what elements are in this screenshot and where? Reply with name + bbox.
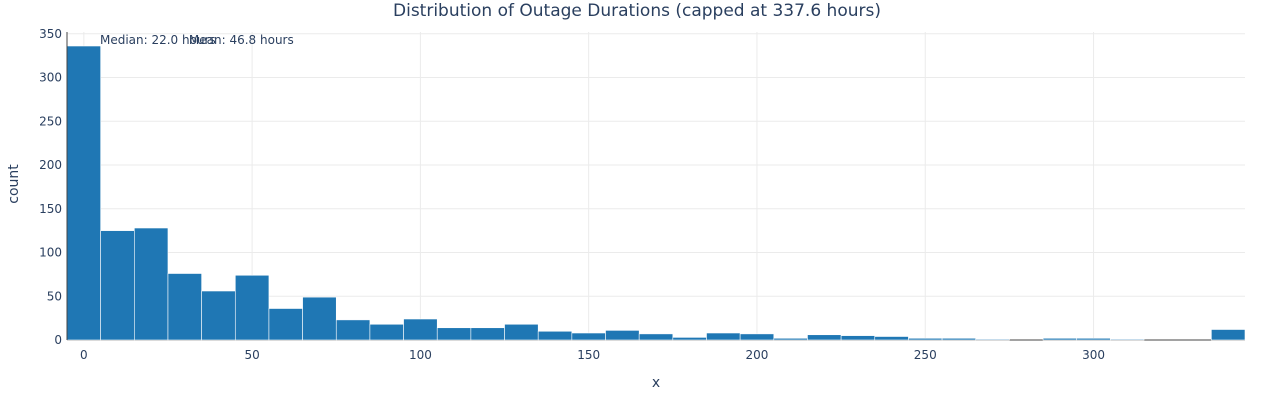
annotation-label: Median: 22.0 hours [100, 33, 216, 47]
histogram-bar [268, 308, 303, 341]
histogram-bar [571, 332, 606, 341]
histogram-bar [470, 327, 505, 341]
histogram-bar [1076, 337, 1111, 341]
y-tick-label: 100 [39, 246, 62, 260]
chart-title: Distribution of Outage Durations (capped… [393, 1, 881, 21]
y-tick-label: 50 [47, 289, 62, 303]
histogram-bar [436, 327, 472, 341]
y-tick-label: 200 [39, 158, 62, 172]
x-tick-label: 150 [577, 348, 600, 362]
histogram-bar [975, 338, 1010, 341]
histogram-bar [706, 332, 741, 341]
histogram-bar [504, 323, 539, 341]
gridlines [67, 32, 1245, 341]
histogram-bar [167, 273, 202, 341]
y-tick-label: 150 [39, 202, 62, 216]
histogram-bar [605, 330, 640, 341]
histogram-bar [739, 333, 775, 341]
histogram-bar [201, 290, 236, 341]
y-tick-label: 0 [54, 333, 62, 347]
annotation-label: Mean: 46.8 hours [189, 33, 294, 47]
x-tick-label: 250 [914, 348, 937, 362]
histogram-bar [66, 45, 101, 341]
histogram-bar [807, 334, 842, 341]
x-tick-label: 0 [80, 348, 88, 362]
histogram-bar [100, 230, 135, 341]
x-axis-title: x [652, 375, 660, 391]
histogram-bar [134, 227, 169, 341]
bars [66, 45, 1246, 341]
histogram-bar [638, 333, 674, 341]
histogram-bar [537, 330, 573, 341]
x-tick-label: 200 [746, 348, 769, 362]
histogram-bar [908, 337, 943, 341]
histogram-bar [1042, 337, 1078, 341]
y-tick-label: 300 [39, 71, 62, 85]
histogram-bar [234, 274, 270, 341]
y-tick-label: 250 [39, 114, 62, 128]
y-tick-labels: 0 50 100 150 200 250 300 350 [39, 27, 62, 347]
histogram-bar [335, 319, 371, 341]
x-tick-label: 100 [409, 348, 432, 362]
histogram-bar [1211, 329, 1246, 341]
histogram-bar [403, 318, 438, 341]
histogram-bar [369, 323, 404, 341]
histogram-bar [1110, 338, 1145, 341]
histogram-bar [302, 296, 337, 341]
y-tick-label: 350 [39, 27, 62, 41]
histogram-bar [672, 337, 707, 341]
histogram-bar [874, 336, 909, 341]
histogram-bar [773, 337, 808, 341]
histogram-bar [840, 335, 876, 341]
x-tick-labels: 0 50 100 150 200 250 300 [80, 348, 1105, 362]
x-tick-label: 50 [244, 348, 259, 362]
histogram-bar [941, 337, 977, 341]
y-axis-title: count [6, 164, 22, 204]
x-tick-label: 300 [1082, 348, 1105, 362]
